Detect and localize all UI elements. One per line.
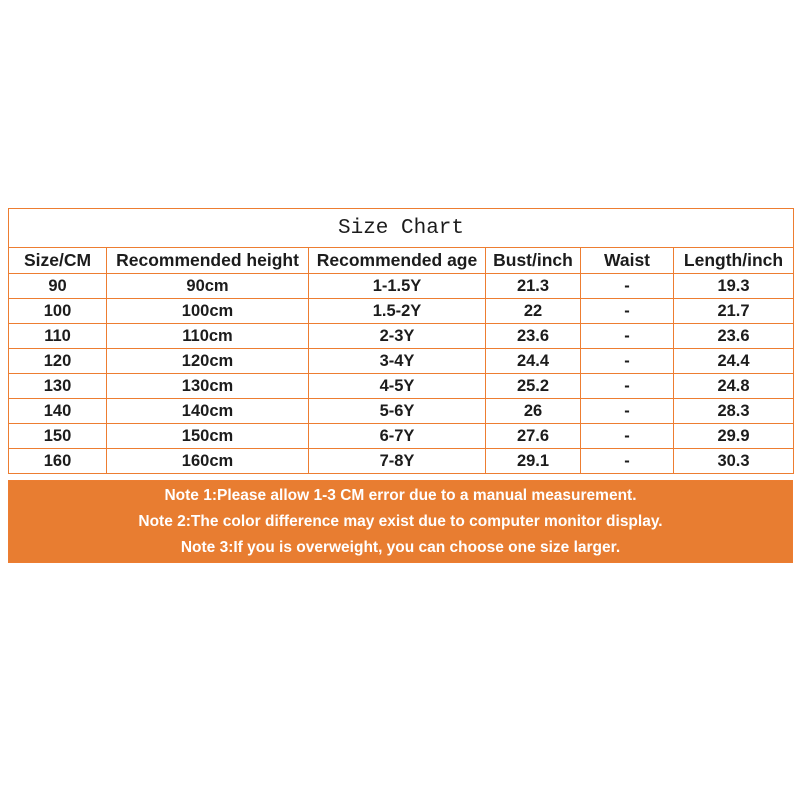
notes-section: Note 1:Please allow 1-3 CM error due to … (8, 480, 793, 563)
table-row: 90 90cm 1-1.5Y 21.3-19.3 (8, 273, 794, 299)
table-row: 100 100cm 1.5-2Y 22-21.7 (8, 298, 794, 324)
table-cell: 110cm (106, 323, 309, 349)
table-cell: 28.3 (673, 398, 794, 424)
table-row: 150 150cm 6-7Y 27.6-29.9 (8, 423, 794, 449)
table-cell: - (580, 323, 674, 349)
table-cell: 21.7 (673, 298, 794, 324)
size-chart-title: Size Chart (8, 208, 794, 248)
table-cell: 29.9 (673, 423, 794, 449)
table-cell: 160cm (106, 448, 309, 474)
table-cell: 160 (8, 448, 107, 474)
table-cell: 24.8 (673, 373, 794, 399)
table-cell: 29.1 (485, 448, 581, 474)
table-cell: 110 (8, 323, 107, 349)
column-header: Recommended age (308, 247, 486, 274)
note-line: Note 3:If you is overweight, you can cho… (180, 538, 621, 556)
table-cell: 4-5Y (308, 373, 486, 399)
column-header: Waist (580, 247, 674, 274)
table-cell: 130 (8, 373, 107, 399)
size-chart-table: Size Chart Size/CM Recommended height Reco… (8, 208, 794, 474)
table-cell: 120cm (106, 348, 309, 374)
title-row: Size Chart (8, 208, 794, 248)
table-row: 120 120cm 3-4Y 24.4-24.4 (8, 348, 794, 374)
table-row: 160 160cm 7-8Y 29.1-30.3 (8, 448, 794, 474)
table-cell: - (580, 448, 674, 474)
table-cell: 24.4 (485, 348, 581, 374)
table-cell: 30.3 (673, 448, 794, 474)
size-chart: Size Chart Size/CM Recommended height Reco… (8, 208, 794, 474)
table-cell: 22 (485, 298, 581, 324)
table-cell: 25.2 (485, 373, 581, 399)
table-cell: 90 (8, 273, 107, 299)
table-cell: 100cm (106, 298, 309, 324)
table-cell: 7-8Y (308, 448, 486, 474)
table-cell: 27.6 (485, 423, 581, 449)
table-row: 130 130cm 4-5Y 25.2-24.8 (8, 373, 794, 399)
table-cell: - (580, 423, 674, 449)
table-cell: 19.3 (673, 273, 794, 299)
table-cell: 140 (8, 398, 107, 424)
table-cell: 6-7Y (308, 423, 486, 449)
table-cell: 3-4Y (308, 348, 486, 374)
table-cell: 150 (8, 423, 107, 449)
table-cell: 21.3 (485, 273, 581, 299)
table-row: 140 140cm 5-6Y 26-28.3 (8, 398, 794, 424)
table-cell: 100 (8, 298, 107, 324)
table-cell: 120 (8, 348, 107, 374)
table-cell: 5-6Y (308, 398, 486, 424)
table-cell: 23.6 (673, 323, 794, 349)
table-cell: 2-3Y (308, 323, 486, 349)
table-cell: 150cm (106, 423, 309, 449)
table-cell: 90cm (106, 273, 309, 299)
table-cell: 26 (485, 398, 581, 424)
column-header: Length/inch (673, 247, 794, 274)
column-header: Size/CM (8, 247, 107, 274)
table-cell: - (580, 398, 674, 424)
column-header: Recommended height (106, 247, 309, 274)
note-line: Note 1:Please allow 1-3 CM error due to … (164, 486, 637, 504)
table-cell: 1.5-2Y (308, 298, 486, 324)
table-cell: 130cm (106, 373, 309, 399)
table-row: 110 110cm 2-3Y 23.6-23.6 (8, 323, 794, 349)
table-cell: 24.4 (673, 348, 794, 374)
note-line: Note 2:The color difference may exist du… (138, 512, 663, 530)
table-cell: - (580, 273, 674, 299)
table-cell: - (580, 373, 674, 399)
table-cell: 1-1.5Y (308, 273, 486, 299)
table-cell: 23.6 (485, 323, 581, 349)
table-cell: - (580, 348, 674, 374)
column-header: Bust/inch (485, 247, 581, 274)
table-header-row: Size/CM Recommended height Recommended age… (8, 247, 794, 274)
table-cell: - (580, 298, 674, 324)
table-cell: 140cm (106, 398, 309, 424)
